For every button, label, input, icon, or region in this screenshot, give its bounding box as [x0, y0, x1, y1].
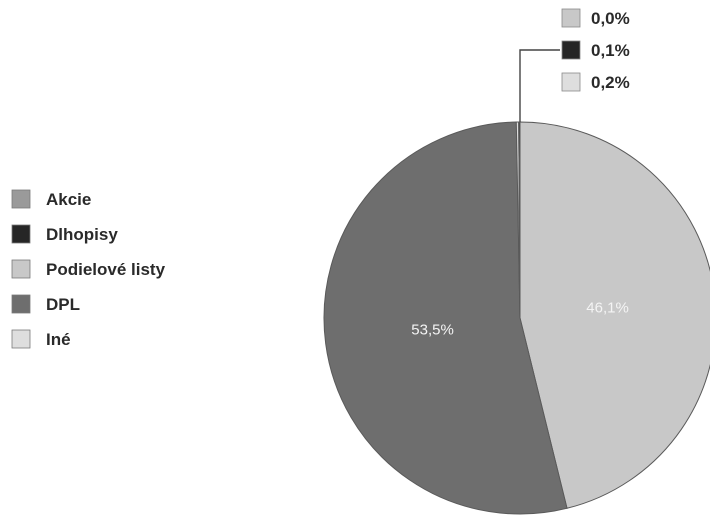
small-slices-legend: 0,0% 0,1% 0,2% — [519, 8, 630, 122]
legend-label-akcie: Akcie — [46, 190, 91, 209]
small-legend-swatch-0 — [561, 8, 581, 28]
pie-slices — [323, 121, 710, 515]
legend-swatch-in- — [11, 329, 31, 349]
legend-label-podielov-listy: Podielové listy — [46, 260, 166, 279]
small-legend-label-0: 0,0% — [591, 9, 630, 28]
legend-swatch-dpl — [11, 294, 31, 314]
legend-label-in-: Iné — [46, 330, 71, 349]
legend-label-dpl: DPL — [46, 295, 80, 314]
legend: Akcie Dlhopisy Podielové listy DPL Iné — [11, 189, 166, 349]
small-legend-label-1: 0,1% — [591, 41, 630, 60]
pie-data-label-podielov-listy: 46,1% — [586, 299, 629, 316]
legend-swatch-dlhopisy — [11, 224, 31, 244]
legend-swatch-akcie — [11, 189, 31, 209]
legend-swatch-podielov-listy — [11, 259, 31, 279]
legend-label-dlhopisy: Dlhopisy — [46, 225, 118, 244]
small-legend-label-2: 0,2% — [591, 73, 630, 92]
pie-slice-podielov-listy — [519, 121, 710, 509]
small-slice-leader-line — [519, 49, 560, 122]
pie-slice-dpl — [323, 121, 568, 515]
small-legend-swatch-1 — [561, 40, 581, 60]
small-legend-swatch-2 — [561, 72, 581, 92]
pie-data-label-dpl: 53,5% — [411, 321, 454, 338]
pie-data-labels: 46,1% 53,5% — [411, 299, 629, 338]
